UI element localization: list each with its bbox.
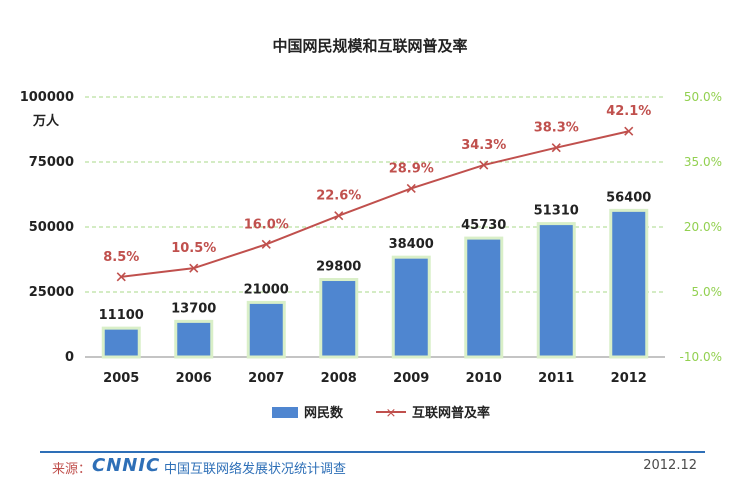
y-left-tick-label: 75000 (29, 155, 74, 170)
bar-2009 (391, 255, 431, 359)
y-right-tick-label: -10.0% (680, 350, 722, 364)
line-value-label: 42.1% (606, 104, 651, 119)
cnnic-logo: CNNIC (92, 455, 161, 476)
report-date: 2012.12 (643, 458, 697, 473)
legend-label-line: 互联网普及率 (412, 405, 490, 421)
line-value-label: 8.5% (103, 250, 139, 265)
bar-2005 (101, 326, 141, 359)
legend-label-bar: 网民数 (304, 405, 344, 421)
x-tick-label: 2006 (176, 371, 212, 386)
line-value-label: 28.9% (389, 161, 434, 176)
y-right-tick-label: 20.0% (684, 220, 722, 234)
footer-divider (40, 451, 705, 453)
footer: 来源： CNNIC 中国互联网络发展状况统计调查 2012.12 (40, 455, 705, 477)
x-tick-label: 2008 (321, 371, 357, 386)
left-axis-unit: 万人 (32, 113, 60, 129)
source-label: 来源： (52, 462, 92, 477)
bar-value-label: 29800 (316, 260, 361, 275)
y-left-tick-label: 100000 (20, 90, 74, 105)
x-tick-label: 2007 (248, 371, 284, 386)
x-tick-label: 2012 (611, 371, 647, 386)
bar-2012 (609, 208, 649, 359)
y-left-tick-label: 50000 (29, 220, 74, 235)
line-layer: 8.5% 10.5% 16.0% 22.6% 28.9% 34.3% 38.3% 42.1% (103, 104, 651, 282)
bar-2007 (246, 300, 286, 359)
line-point-2012 (624, 126, 634, 136)
line-point-2007 (261, 239, 271, 249)
line-point-2008 (334, 211, 344, 221)
line-point-2010 (479, 160, 489, 170)
y-left-tick-label: 0 (65, 350, 74, 365)
line-value-label: 16.0% (244, 217, 289, 232)
line-value-label: 34.3% (461, 138, 506, 153)
bar-2006 (174, 319, 214, 359)
bar-value-label: 13700 (171, 301, 216, 316)
bar-value-label: 51310 (534, 204, 579, 219)
bar-layer: 11100 13700 21000 29800 38400 45730 51310 56400 (99, 190, 651, 359)
bar-2010 (464, 236, 504, 359)
axis-layer: 0 25000 50000 75000 100000 -10.0% 5.0% 20.0% 35.… (20, 90, 722, 386)
penetration-rate-line (121, 130, 629, 278)
legend: 网民数 × 互联网普及率 (272, 405, 490, 421)
bar-value-label: 11100 (99, 308, 144, 323)
bar-value-label: 21000 (244, 282, 289, 297)
y-right-tick-label: 5.0% (692, 285, 723, 299)
line-value-label: 38.3% (534, 121, 579, 136)
y-right-tick-label: 35.0% (684, 155, 722, 169)
x-tick-label: 2005 (103, 371, 139, 386)
line-point-2011 (551, 143, 561, 153)
line-value-label: 22.6% (316, 189, 361, 204)
y-left-tick-label: 25000 (29, 285, 74, 300)
chart-title: 中国网民规模和互联网普及率 (272, 37, 467, 55)
line-value-label: 10.5% (171, 241, 216, 256)
line-point-2006 (189, 263, 199, 273)
x-tick-label: 2010 (466, 371, 502, 386)
bar-2008 (319, 278, 359, 359)
line-point-2005 (116, 272, 126, 282)
bar-value-label: 45730 (461, 218, 506, 233)
bar-value-label: 56400 (606, 190, 651, 205)
bar-2011 (536, 222, 576, 359)
legend-swatch-bar (272, 407, 298, 418)
x-tick-label: 2011 (538, 371, 574, 386)
source-organization: 中国互联网络发展状况统计调查 (164, 462, 347, 477)
bar-value-label: 38400 (389, 237, 434, 252)
line-point-2009 (406, 183, 416, 193)
legend-marker-line: × (386, 406, 397, 421)
y-right-tick-label: 50.0% (684, 90, 722, 104)
x-tick-label: 2009 (393, 371, 429, 386)
